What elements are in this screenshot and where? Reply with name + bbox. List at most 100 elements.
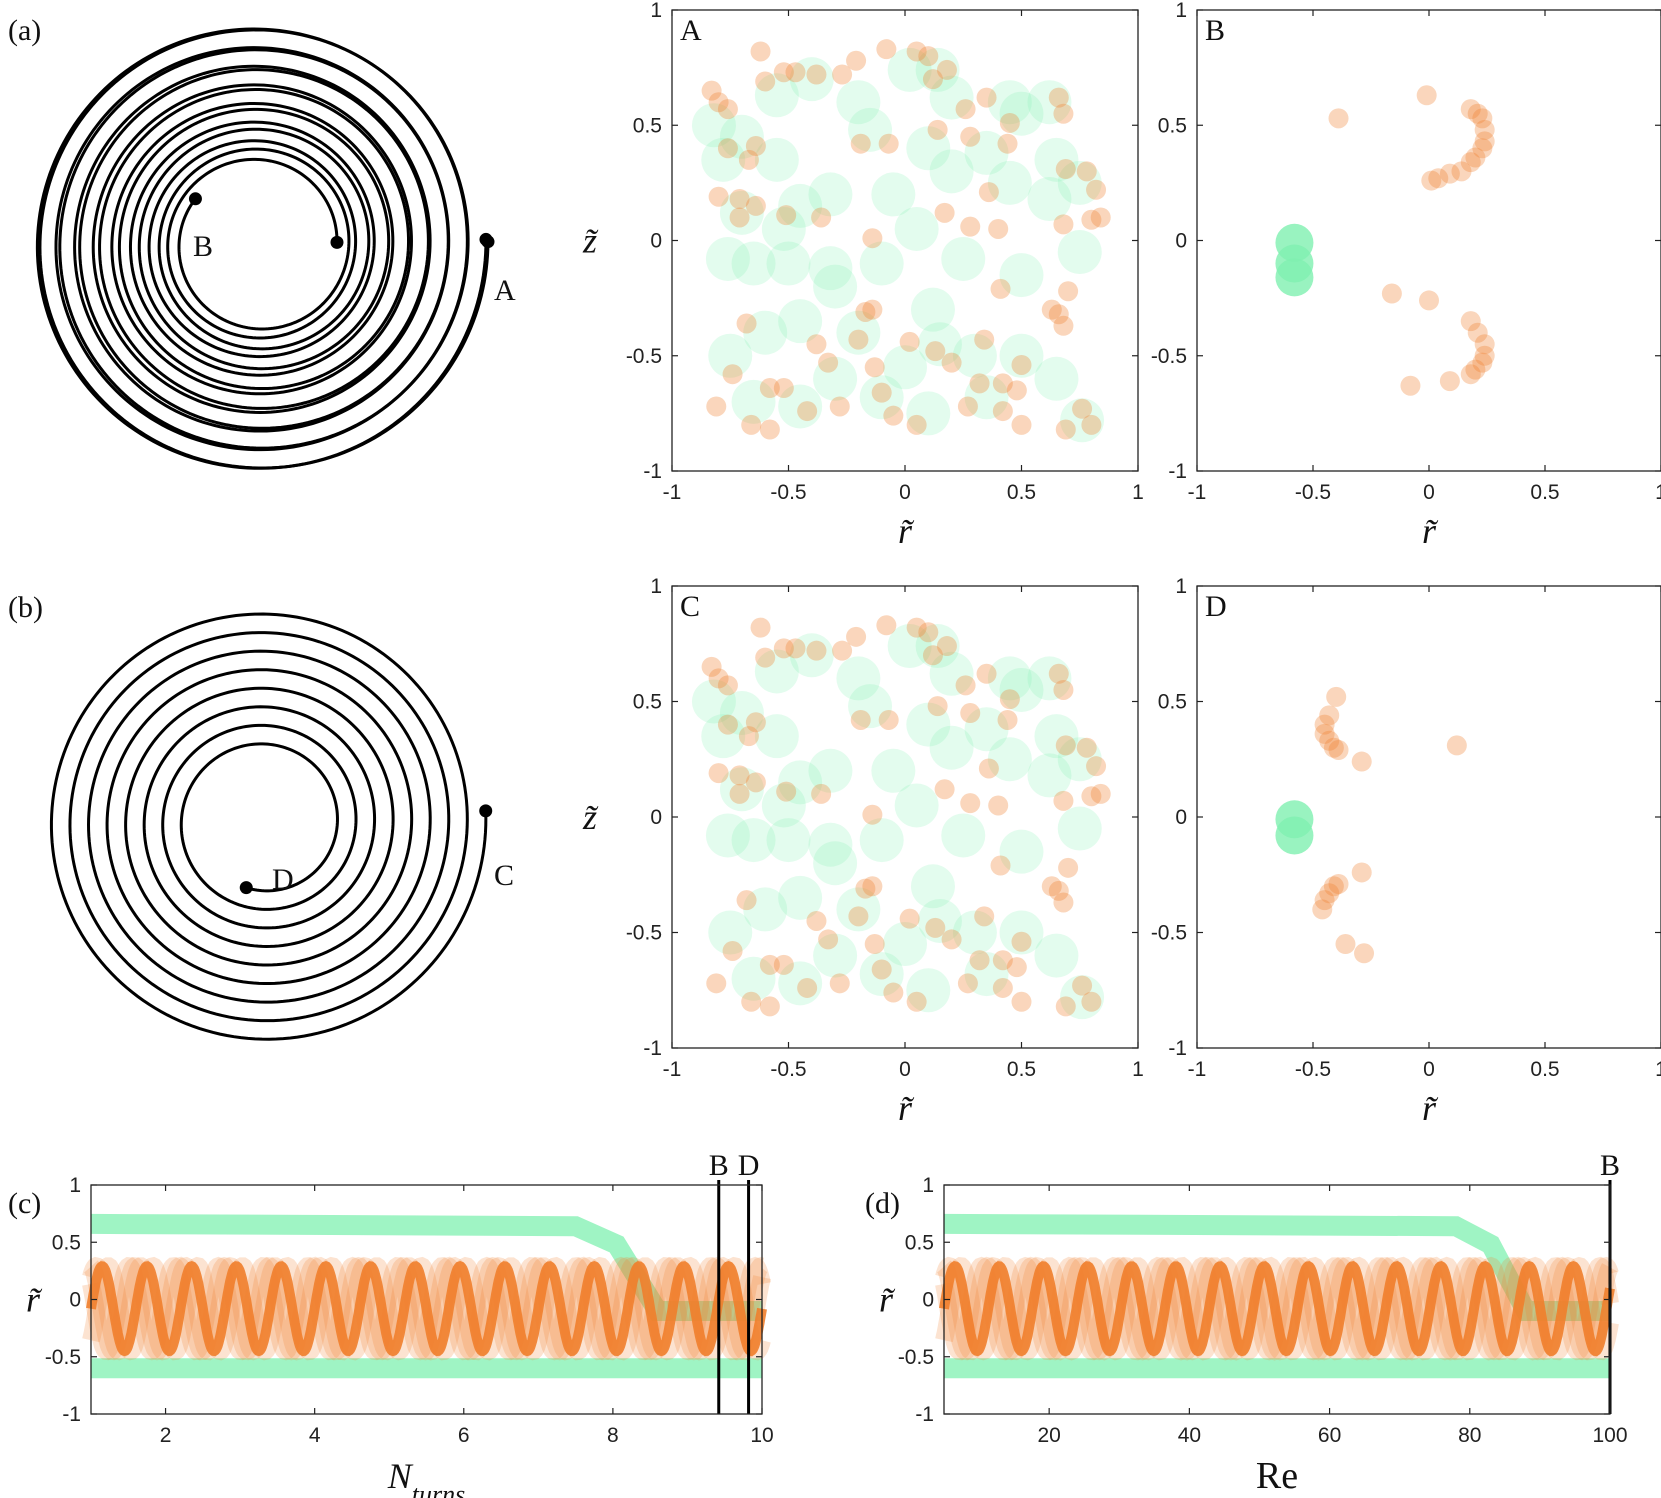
orange-particle xyxy=(1474,345,1495,366)
orange-trajectory xyxy=(935,1256,1619,1361)
green-particle xyxy=(778,384,823,429)
orange-particle xyxy=(1451,161,1472,182)
green-particle xyxy=(691,103,736,148)
y-tick-label: -1 xyxy=(643,1037,662,1060)
x-tick-label: 6 xyxy=(458,1424,470,1447)
orange-particle xyxy=(999,112,1020,133)
green-particle xyxy=(778,760,823,805)
orange-particle xyxy=(1472,108,1493,129)
orange-particle xyxy=(846,626,867,647)
green-particle xyxy=(952,333,997,378)
orange-particle xyxy=(722,364,743,385)
orange-trajectory xyxy=(86,1260,767,1357)
orange-particle xyxy=(1323,876,1344,897)
green-particle xyxy=(999,667,1044,712)
orange-particle xyxy=(745,135,766,156)
orange-particle xyxy=(862,804,883,825)
green-particle xyxy=(778,875,823,920)
orange-particle xyxy=(1381,283,1402,304)
orange-particle xyxy=(878,709,899,730)
orange-particle xyxy=(850,709,871,730)
orange-particle xyxy=(729,207,750,228)
orange-particle xyxy=(729,189,750,210)
x-axis-label: Re xyxy=(1256,1455,1298,1497)
orange-particle xyxy=(806,64,827,85)
orange-particle xyxy=(941,929,962,950)
green-particle xyxy=(894,783,939,828)
green-particle xyxy=(701,714,746,759)
orange-particle xyxy=(997,133,1018,154)
orange-particle xyxy=(925,917,946,938)
orange-particle xyxy=(1053,103,1074,124)
orange-particle xyxy=(1072,975,1093,996)
green-particle xyxy=(1057,737,1102,782)
orange-particle xyxy=(855,301,876,322)
y-tick-label: -1 xyxy=(915,1403,934,1426)
orange-particle xyxy=(899,908,920,929)
green-particle xyxy=(731,956,776,1001)
orange-particle xyxy=(759,419,780,440)
orange-particle xyxy=(848,906,869,927)
orange-particle xyxy=(871,382,892,403)
green-particle xyxy=(836,656,881,701)
orange-particle xyxy=(1460,311,1481,332)
green-particle xyxy=(754,649,799,694)
x-tick-label: 40 xyxy=(1178,1424,1201,1447)
orange-particle xyxy=(974,906,995,927)
orange-particle xyxy=(936,59,957,80)
green-particle xyxy=(754,137,799,182)
orange-particle xyxy=(1011,414,1032,435)
panel-label-c: (c) xyxy=(8,1187,41,1220)
green-particle xyxy=(1057,160,1102,205)
orange-particle xyxy=(806,910,827,931)
orange-particle xyxy=(1058,281,1079,302)
panel-label-d: (d) xyxy=(865,1187,900,1220)
y-axis-label: z̃ xyxy=(582,221,599,261)
orange-particle xyxy=(1053,679,1074,700)
green-particle xyxy=(743,310,788,355)
orange-particle xyxy=(722,940,743,961)
orange-particle xyxy=(708,186,729,207)
orange-particle xyxy=(864,357,885,378)
orange-particle xyxy=(1076,161,1097,182)
x-tick-label: 8 xyxy=(607,1424,619,1447)
green-particle xyxy=(871,172,916,217)
orange-particle xyxy=(750,41,771,62)
y-tick-label: -0.5 xyxy=(898,1346,934,1369)
y-tick-label: 1 xyxy=(922,1174,934,1197)
green-particle xyxy=(859,241,904,286)
orange-particle xyxy=(1328,740,1349,761)
spiral-point-inner xyxy=(330,235,344,249)
orange-particle xyxy=(1460,99,1481,120)
orange-particle xyxy=(1086,179,1107,200)
orange-particle xyxy=(708,668,729,689)
green-particle xyxy=(1057,230,1102,275)
orange-trajectory xyxy=(939,1260,1615,1357)
green-particle xyxy=(705,813,750,858)
orange-particle xyxy=(955,675,976,696)
orange-particle xyxy=(864,934,885,955)
green-particle xyxy=(848,107,893,152)
orange-particle xyxy=(862,228,883,249)
spiral-diagram-a xyxy=(35,27,495,470)
orange-particle xyxy=(1421,170,1442,191)
green-particle xyxy=(808,822,853,867)
green-particle xyxy=(754,73,799,118)
x-tick-label: -1 xyxy=(1188,1058,1207,1081)
orange-particle xyxy=(960,126,981,147)
orange-particle xyxy=(922,69,943,90)
orange-particle xyxy=(1351,862,1372,883)
axes-box-B xyxy=(1196,9,1661,472)
green-particle xyxy=(941,813,986,858)
y-tick-label: 1 xyxy=(1175,575,1187,598)
green-particle xyxy=(731,379,776,424)
green-particle xyxy=(906,968,951,1013)
orange-particle xyxy=(969,950,990,971)
orange-particle xyxy=(729,765,750,786)
orange-particle xyxy=(1319,705,1340,726)
green-particle xyxy=(1027,177,1072,222)
orange-particle xyxy=(957,973,978,994)
green-particle xyxy=(719,767,764,812)
